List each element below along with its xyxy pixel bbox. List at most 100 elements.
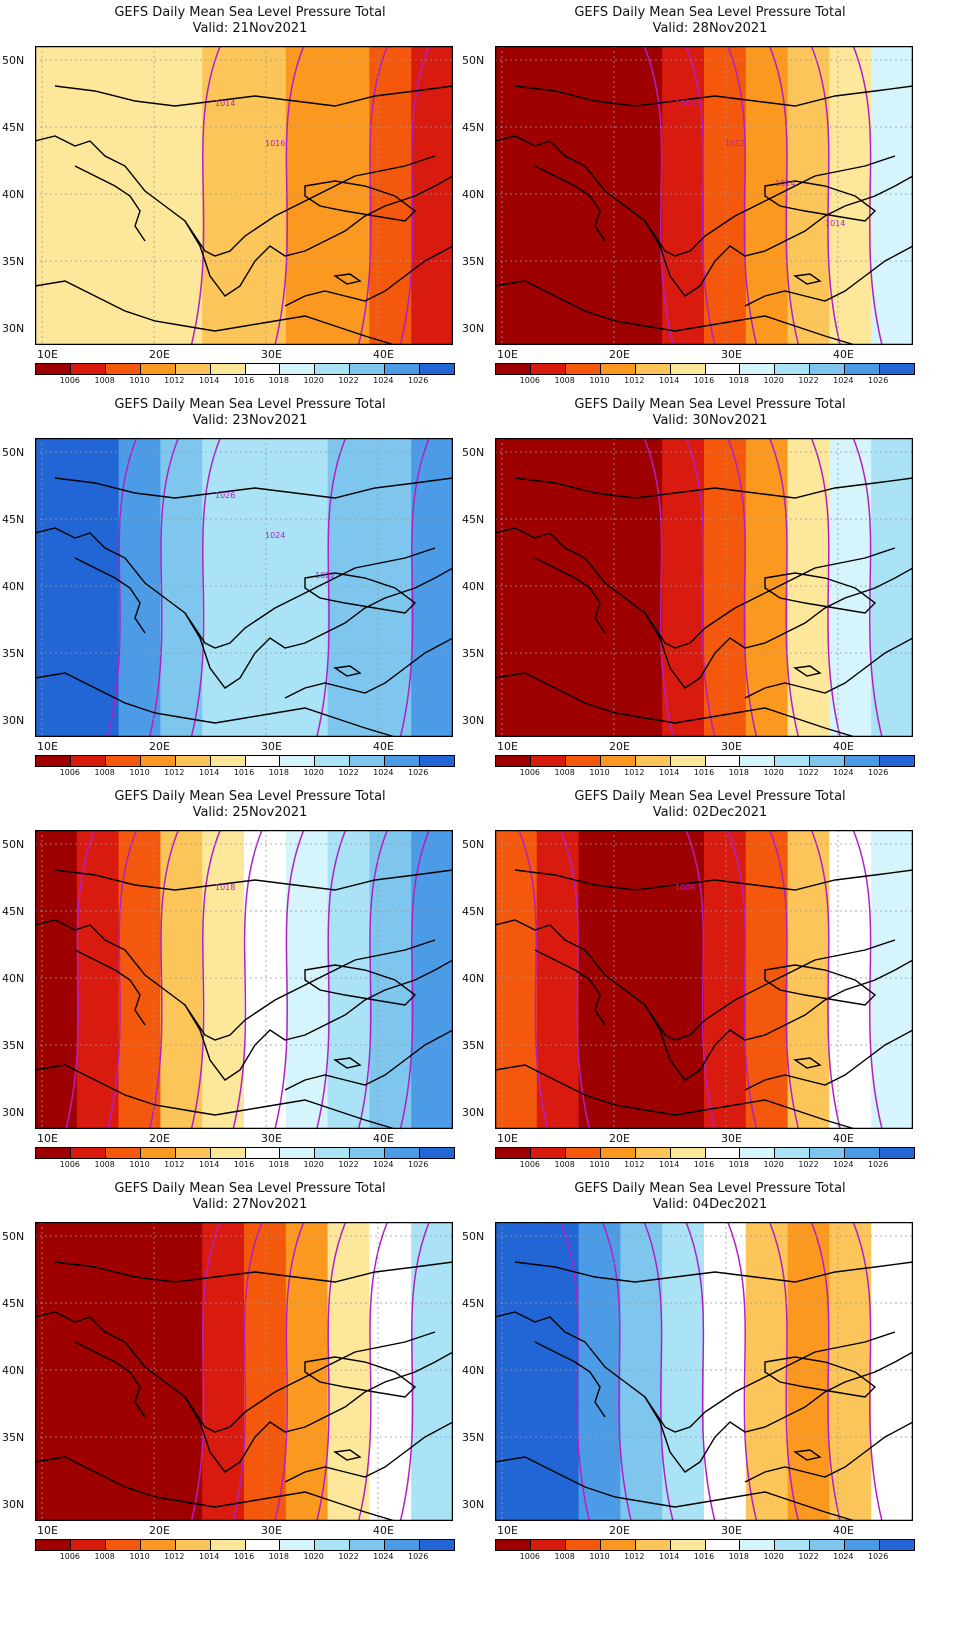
isobar-line <box>643 1222 674 1521</box>
pressure-band <box>35 830 78 1129</box>
lat-label: 50N <box>462 1230 485 1243</box>
lon-label: 30E <box>721 740 742 753</box>
map-frame <box>495 1222 913 1521</box>
pressure-band <box>202 46 245 345</box>
colorbar-swatch <box>775 1540 811 1550</box>
pressure-map: 1014 1016 <box>35 46 453 345</box>
colorbar-swatch <box>740 1148 776 1158</box>
colorbar-level-label: 1026 <box>867 768 889 777</box>
lon-label: 10E <box>37 1132 58 1145</box>
panel-valid-date: Valid: 21Nov2021 <box>192 21 308 36</box>
lon-label: 20E <box>609 1524 630 1537</box>
colorbar-level-label: 1010 <box>589 1160 610 1169</box>
pressure-map <box>495 438 913 737</box>
colorbar-labels: 1006 1008 1010 1012 1014 1016 1018 1020 1022 1024… <box>35 1552 453 1562</box>
colorbar-level-label: 1014 <box>658 768 680 777</box>
pressure-band <box>244 830 287 1129</box>
colorbar-swatch <box>36 1540 71 1550</box>
colorbar-swatch <box>350 1540 386 1550</box>
lat-label: 30N <box>462 714 485 727</box>
isobar-line <box>316 1222 347 1521</box>
isobar-line <box>768 1222 800 1521</box>
lon-label: 20E <box>149 1524 170 1537</box>
colorbar-level-label: 1026 <box>407 768 429 777</box>
colorbar-level-label: 1022 <box>798 1160 819 1169</box>
colorbar-swatch <box>210 756 246 766</box>
isobar-line <box>768 830 800 1129</box>
lon-label: 30E <box>261 1524 282 1537</box>
colorbar-swatch <box>530 1148 566 1158</box>
lat-label: 40N <box>462 1364 485 1377</box>
lat-label: 40N <box>462 188 485 201</box>
colorbar-swatch <box>565 364 601 374</box>
lon-label: 20E <box>149 1132 170 1145</box>
contour-label: 1018 <box>215 883 235 892</box>
colorbar <box>35 755 455 767</box>
colorbar-swatch <box>175 364 211 374</box>
colorbar <box>35 363 455 375</box>
panel-title: GEFS Daily Mean Sea Level Pressure Total… <box>0 1181 500 1213</box>
coastline <box>764 572 877 614</box>
colorbar-level-label: 1016 <box>693 1160 715 1169</box>
isobar-line <box>643 438 674 737</box>
isobar-line <box>232 830 263 1129</box>
colorbar-level-label: 1006 <box>59 376 81 385</box>
colorbar-level-label: 1024 <box>833 768 854 777</box>
pressure-field-svg <box>495 438 913 737</box>
contour-label: 1014 <box>775 179 795 188</box>
lat-label: 30N <box>462 1106 485 1119</box>
lat-label: 30N <box>462 322 485 335</box>
colorbar-level-label: 1026 <box>867 1160 889 1169</box>
lat-label: 35N <box>462 255 485 268</box>
colorbar-swatch <box>705 364 741 374</box>
pressure-band <box>787 438 831 737</box>
colorbar-swatch <box>810 1148 846 1158</box>
colorbar-level-label: 1008 <box>94 1552 115 1561</box>
map-frame <box>495 438 913 737</box>
pressure-band <box>160 46 204 345</box>
colorbar-swatch <box>880 364 915 374</box>
map-panel: GEFS Daily Mean Sea Level Pressure Total… <box>460 0 942 410</box>
colorbar-swatch <box>350 364 386 374</box>
panel-valid-date: Valid: 25Nov2021 <box>192 805 308 820</box>
colorbar-swatch <box>315 364 351 374</box>
colorbar-level-label: 1014 <box>658 376 680 385</box>
coastline <box>35 672 396 737</box>
colorbar-swatch <box>670 1148 706 1158</box>
contour-label: 1022 <box>315 571 335 580</box>
lon-label: 40E <box>833 740 854 753</box>
panel-title: GEFS Daily Mean Sea Level Pressure Total… <box>0 789 500 821</box>
colorbar-swatch <box>635 756 671 766</box>
pressure-band <box>369 830 413 1129</box>
lat-label: 45N <box>2 121 25 134</box>
lon-label: 10E <box>497 348 518 361</box>
colorbar-swatch <box>140 1540 176 1550</box>
isobar-line <box>727 46 758 345</box>
colorbar-level-label: 1012 <box>624 768 645 777</box>
colorbar-level-label: 1022 <box>798 376 819 385</box>
colorbar-swatch <box>635 1148 671 1158</box>
lon-label: 30E <box>261 740 282 753</box>
colorbar-swatch <box>315 756 351 766</box>
colorbar-swatch <box>105 756 141 766</box>
colorbar-swatch <box>385 756 421 766</box>
colorbar-level-label: 1026 <box>867 1552 889 1561</box>
colorbar-level-label: 1018 <box>268 768 290 777</box>
colorbar-swatch <box>175 756 211 766</box>
lon-label: 40E <box>833 1524 854 1537</box>
colorbar-swatch <box>845 756 881 766</box>
colorbar-level-label: 1018 <box>728 1160 750 1169</box>
colorbar-level-label: 1018 <box>728 1552 750 1561</box>
colorbar-swatch <box>530 1540 566 1550</box>
colorbar-labels: 1006 1008 1010 1012 1014 1016 1018 1020 1022 1024… <box>495 376 913 386</box>
lon-label: 40E <box>373 740 394 753</box>
isobar-line <box>399 46 430 345</box>
pressure-band <box>202 1222 245 1521</box>
colorbar-level-label: 1008 <box>94 768 115 777</box>
isobar-line <box>559 1222 591 1521</box>
colorbar-swatch <box>740 1540 776 1550</box>
lat-label: 35N <box>462 1431 485 1444</box>
coastline <box>304 1356 417 1398</box>
coastline <box>744 245 913 307</box>
colorbar-level-label: 1014 <box>198 376 220 385</box>
